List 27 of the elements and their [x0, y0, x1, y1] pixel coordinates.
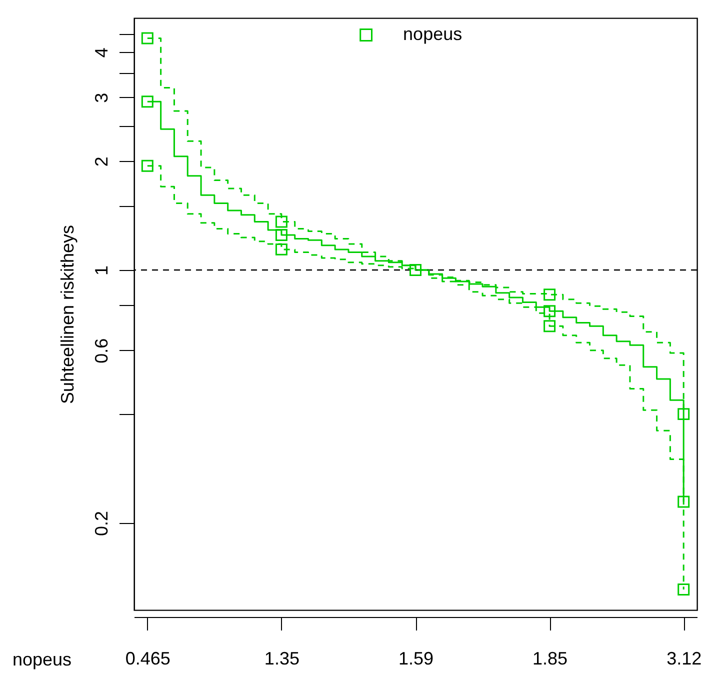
point: [544, 320, 556, 332]
point: [275, 216, 288, 228]
point: [141, 160, 154, 172]
x-tick-label: 1.85: [532, 648, 568, 668]
x-tick-label: 3.12: [666, 648, 702, 668]
y-tick-label: 4: [92, 48, 112, 58]
y-axis-title: Suhteellinen riskitheys: [58, 224, 78, 404]
x-tick-label: 0.465: [125, 648, 170, 668]
x-axis-title: nopeus: [12, 650, 72, 670]
point: [678, 408, 690, 420]
y-tick-label: 1: [92, 266, 112, 276]
point: [275, 228, 288, 241]
point: [544, 288, 556, 301]
point: [275, 243, 288, 256]
point: [678, 584, 690, 596]
point: [141, 32, 154, 44]
x-tick-label: 1.35: [264, 648, 300, 668]
y-tick-label: 0.2: [92, 511, 112, 536]
y-tick-label: 0.6: [92, 338, 112, 364]
x-tick-label: 1.59: [398, 648, 434, 668]
legend-label: nopeus: [403, 24, 462, 44]
point: [410, 264, 422, 276]
point: [544, 305, 556, 318]
y-tick-label: 2: [92, 156, 112, 167]
point: [678, 496, 690, 508]
y-tick-label: 3: [92, 92, 112, 103]
point: [141, 96, 154, 108]
